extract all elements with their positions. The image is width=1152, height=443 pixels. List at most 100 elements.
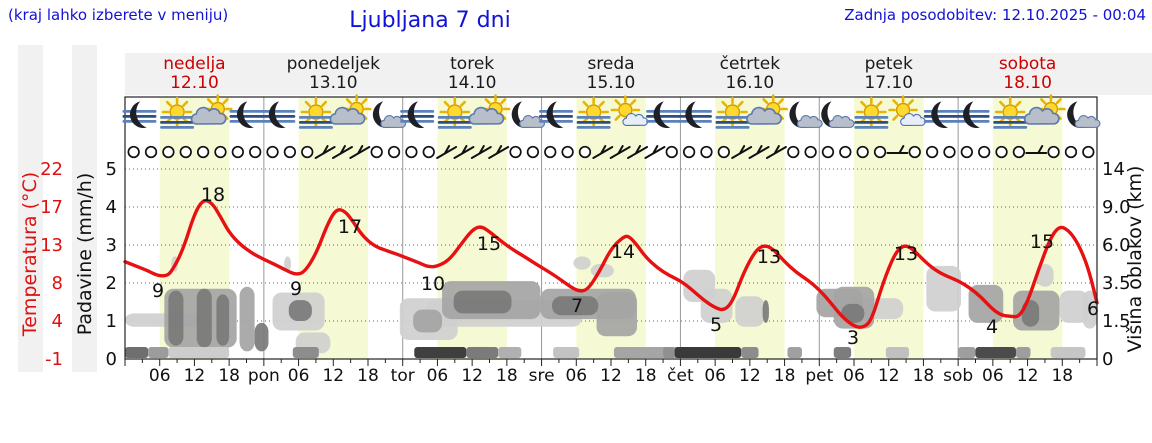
fog-strip bbox=[975, 347, 1016, 358]
x-day-label: sob bbox=[943, 366, 973, 386]
cloud-blob bbox=[573, 256, 591, 270]
fog-strip bbox=[958, 347, 976, 358]
wind-barb-icon bbox=[627, 145, 649, 159]
x-hour-label: 18 bbox=[357, 366, 379, 386]
x-hour-label: 12 bbox=[322, 366, 344, 386]
wind-calm-icon bbox=[1012, 145, 1026, 159]
x-hour-label: 06 bbox=[565, 366, 587, 386]
wind-calm-icon bbox=[196, 145, 210, 159]
cloud-blob bbox=[288, 300, 312, 321]
cloud-tick-label: 0 bbox=[1102, 349, 1113, 370]
temp-point-label: 9 bbox=[152, 280, 164, 302]
day-header-četrtek: četrtek 16.10 bbox=[719, 54, 781, 93]
cloud-blob bbox=[551, 296, 599, 316]
moon-fog-icon bbox=[646, 101, 681, 129]
day-header-ponedeljek: ponedeljek 13.10 bbox=[286, 54, 380, 93]
day-header-torek: torek 14.10 bbox=[447, 54, 497, 93]
cloud-blob bbox=[735, 296, 765, 327]
cloud-blob bbox=[1059, 290, 1089, 323]
x-hour-label: 06 bbox=[843, 366, 865, 386]
fog-strip bbox=[1050, 347, 1086, 358]
wind-calm-icon bbox=[821, 145, 835, 159]
sun-fog-icon bbox=[576, 96, 611, 129]
x-hour-label: 12 bbox=[184, 366, 206, 386]
wind-calm-icon bbox=[214, 145, 227, 159]
x-day-label: pet bbox=[805, 366, 833, 386]
temp-tick-label: -1 bbox=[45, 349, 63, 370]
precip-tick-label: 5 bbox=[106, 159, 117, 180]
temp-point-label: 3 bbox=[847, 327, 859, 349]
sun-cloud-icon bbox=[746, 94, 789, 125]
cloud-blob bbox=[284, 256, 292, 272]
wind-calm-icon bbox=[960, 145, 973, 159]
fog-strip bbox=[741, 347, 759, 358]
sun-fog-icon bbox=[160, 96, 195, 129]
moon-cloud-icon bbox=[1067, 101, 1101, 129]
cloud-blob bbox=[596, 292, 638, 337]
wind-barb-icon bbox=[592, 145, 614, 159]
temperature-curve bbox=[123, 198, 1099, 329]
wind-line-icon bbox=[1025, 145, 1048, 154]
day-header-row: nedelja 12.10 ponedeljek 13.10 torek 14.10 sre… bbox=[125, 53, 1097, 95]
sun-fog-icon bbox=[993, 96, 1028, 129]
wind-calm-icon bbox=[544, 145, 557, 159]
wind-calm-icon bbox=[665, 145, 678, 159]
sun-fog-icon bbox=[715, 96, 750, 129]
wind-calm-icon bbox=[405, 145, 418, 159]
sun-cloud-icon bbox=[329, 94, 372, 125]
x-hour-label: 12 bbox=[1017, 366, 1039, 386]
wind-calm-icon bbox=[509, 145, 522, 159]
fog-strip bbox=[1016, 347, 1031, 358]
moon-fog-icon bbox=[229, 101, 264, 129]
x-hour-label: 06 bbox=[704, 366, 726, 386]
fog-strip bbox=[498, 347, 522, 358]
page-title: Ljubljana 7 dni bbox=[349, 8, 511, 33]
moon-fog-icon bbox=[261, 101, 296, 129]
temp-point-label: 13 bbox=[894, 243, 918, 265]
sun-cloud-icon bbox=[468, 94, 511, 125]
day-header-sobota: sobota 18.10 bbox=[998, 54, 1057, 93]
wind-barb-icon bbox=[609, 145, 631, 159]
x-hour-label: 06 bbox=[427, 366, 449, 386]
fog-strip bbox=[148, 347, 169, 358]
wind-calm-icon bbox=[908, 145, 921, 159]
cloud-blob bbox=[700, 288, 733, 323]
sun-cloud-icon bbox=[1023, 94, 1066, 125]
cloud-blob bbox=[1036, 264, 1054, 287]
x-hour-label: 12 bbox=[739, 366, 761, 386]
precip-tick-label: 2 bbox=[106, 273, 117, 294]
x-hour-label: 06 bbox=[149, 366, 171, 386]
cloud-tick-label: 3.5 bbox=[1102, 273, 1131, 294]
wind-calm-icon bbox=[995, 145, 1008, 159]
wind-calm-icon bbox=[127, 145, 140, 159]
fog-strip bbox=[414, 347, 467, 358]
wind-calm-icon bbox=[682, 145, 696, 159]
temp-tick-label: 13 bbox=[40, 235, 63, 256]
precip-tick-label: 3 bbox=[106, 235, 117, 256]
cloud-blob bbox=[239, 286, 255, 352]
fog-strip bbox=[674, 347, 742, 358]
wind-calm-icon bbox=[978, 145, 991, 159]
wind-calm-icon bbox=[804, 145, 817, 159]
wind-calm-icon bbox=[873, 145, 887, 159]
wind-calm-icon bbox=[1064, 145, 1078, 159]
wind-barb-icon bbox=[765, 145, 787, 159]
x-hour-label: 06 bbox=[288, 366, 310, 386]
fog-strip bbox=[833, 347, 852, 358]
cloud-blob bbox=[254, 322, 269, 352]
moon-cloud-icon bbox=[821, 101, 855, 129]
moon-fog-icon bbox=[400, 101, 435, 129]
temp-tick-label: 8 bbox=[52, 273, 63, 294]
temp-tick-label: 22 bbox=[40, 159, 63, 180]
temp-tick-label: 4 bbox=[52, 311, 63, 332]
legend: Dež Možnost ploh © vreme.us & vreme.pro … bbox=[0, 382, 1152, 442]
temp-point-label: 7 bbox=[571, 295, 583, 317]
fog-strip bbox=[787, 347, 802, 358]
day-header-band: nedelja 12.10 ponedeljek 13.10 torek 14.10 sre… bbox=[125, 53, 1152, 95]
wind-calm-icon bbox=[839, 145, 852, 159]
precip-tick-label: 0 bbox=[106, 349, 117, 370]
cloud-blob bbox=[1082, 290, 1097, 329]
wind-barb-icon bbox=[436, 145, 458, 159]
x-hour-label: 18 bbox=[1051, 366, 1073, 386]
fog-strip bbox=[168, 347, 230, 358]
